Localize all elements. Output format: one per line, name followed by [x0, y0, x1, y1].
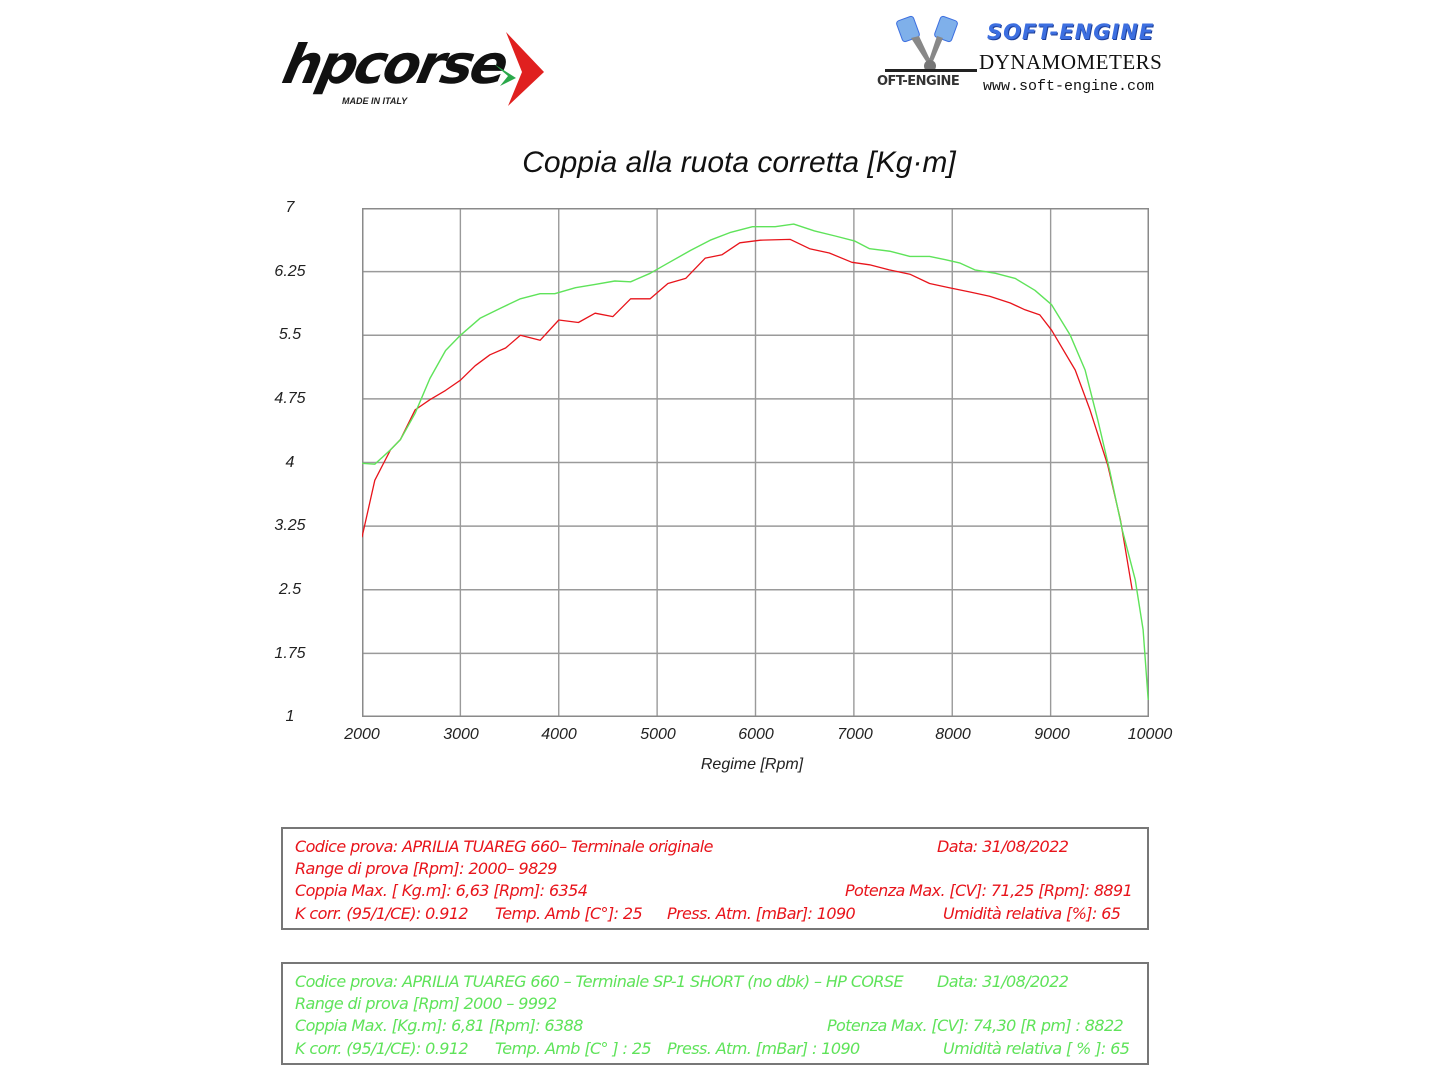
y-tick: 5.5	[278, 326, 302, 343]
relative-humidity: Umidità relativa [ % ]: 65	[943, 1039, 1130, 1058]
original-exhaust-curve	[362, 238, 1133, 590]
soft-engine-mark: OFT-ENGINE	[877, 74, 960, 89]
soft-engine-url: www.soft-engine.com	[983, 78, 1155, 95]
test-info-hpcorse: Codice prova: APRILIA TUAREG 660 – Termi…	[281, 962, 1149, 1065]
plot-frame	[362, 208, 1149, 717]
y-tick: 4.75	[274, 390, 306, 407]
max-power: Potenza Max. [CV]: 71,25 [Rpm]: 8891	[845, 881, 1133, 900]
torque-plot	[362, 208, 1149, 717]
max-power: Potenza Max. [CV]: 74,30 [R pm] : 8822	[827, 1016, 1124, 1035]
ambient-temperature: Temp. Amb [C° ] : 25	[495, 1039, 652, 1058]
x-axis-label: Regime [Rpm]	[700, 756, 804, 773]
x-tick: 3000	[443, 726, 479, 743]
y-tick: 6.25	[274, 263, 306, 280]
relative-humidity: Umidità relativa [%]: 65	[943, 904, 1121, 923]
y-tick: 7	[285, 199, 295, 216]
test-date: Data: 31/08/2022	[937, 972, 1069, 991]
hpcorse-logo: hpcorse MADE IN ITALY	[277, 22, 552, 112]
x-tick: 7000	[837, 726, 873, 743]
chart-title: Coppia alla ruota corretta [Kg·m]	[522, 146, 956, 179]
hpcorse-exhaust-curve	[362, 223, 1149, 701]
test-info-original: Codice prova: APRILIA TUAREG 660– Termin…	[281, 827, 1149, 930]
y-tick: 1.75	[274, 645, 306, 662]
test-rpm-range: Range di prova [Rpm]: 2000– 9829	[295, 859, 557, 878]
x-tick: 9000	[1034, 726, 1070, 743]
x-tick: 6000	[738, 726, 774, 743]
soft-engine-brand: SOFT-ENGINE	[987, 20, 1155, 44]
engine-pistons-icon	[885, 15, 977, 72]
hpcorse-wordmark: hpcorse	[277, 33, 512, 96]
made-in-italy-tagline: MADE IN ITALY	[342, 96, 408, 106]
correction-factor: K corr. (95/1/CE): 0.912	[295, 1039, 469, 1058]
test-code: Codice prova: APRILIA TUAREG 660 – Termi…	[295, 972, 904, 991]
y-tick: 4	[285, 454, 295, 471]
x-tick: 5000	[640, 726, 676, 743]
test-code: Codice prova: APRILIA TUAREG 660– Termin…	[295, 837, 713, 856]
plot-grid	[362, 208, 1149, 717]
ambient-temperature: Temp. Amb [C°]: 25	[495, 904, 643, 923]
max-torque: Coppia Max. [Kg.m]: 6,81 [Rpm]: 6388	[295, 1016, 583, 1035]
x-tick: 10000	[1127, 726, 1173, 743]
test-date: Data: 31/08/2022	[937, 837, 1069, 856]
soft-engine-logo: OFT-ENGINE SOFT-ENGINE DYNAMOMETERS www.…	[875, 14, 1175, 104]
max-torque: Coppia Max. [ Kg.m]: 6,63 [Rpm]: 6354	[295, 881, 588, 900]
x-tick: 4000	[541, 726, 577, 743]
tricolor-chevron-icon	[494, 32, 544, 106]
test-rpm-range: Range di prova [Rpm] 2000 – 9992	[295, 994, 557, 1013]
x-tick: 2000	[344, 726, 380, 743]
y-tick: 3.25	[274, 517, 306, 534]
y-tick: 2.5	[278, 581, 302, 598]
x-tick: 8000	[935, 726, 971, 743]
correction-factor: K corr. (95/1/CE): 0.912	[295, 904, 469, 923]
atmospheric-pressure: Press. Atm. [mBar] : 1090	[667, 1039, 860, 1058]
y-tick: 1	[285, 708, 295, 725]
atmospheric-pressure: Press. Atm. [mBar]: 1090	[667, 904, 856, 923]
dynamometers-subtitle: DYNAMOMETERS	[979, 50, 1163, 74]
